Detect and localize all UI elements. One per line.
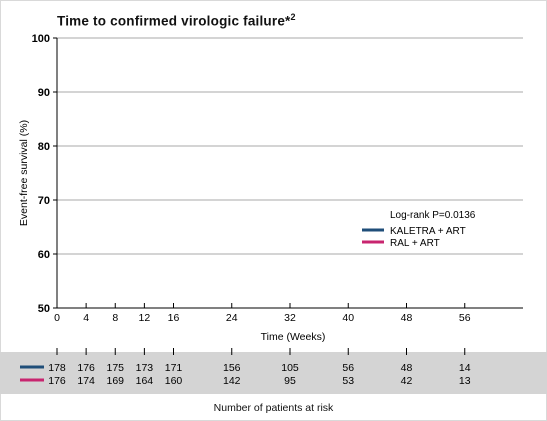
y-tick-label: 100	[32, 33, 50, 45]
at-risk-value: 13	[459, 375, 471, 387]
at-risk-value: 173	[136, 362, 154, 374]
at-risk-value: 48	[401, 362, 413, 374]
at-risk-value: 105	[281, 362, 299, 374]
at-risk-band	[0, 352, 547, 394]
legend-label: RAL + ART	[390, 238, 440, 249]
chart-title: Time to confirmed virologic failure*2	[57, 12, 296, 29]
x-tick-label: 8	[112, 312, 118, 324]
x-tick-label: 12	[139, 312, 151, 324]
chart-title-text: Time to confirmed virologic failure*	[57, 13, 291, 29]
at-risk-value: 160	[165, 375, 183, 387]
at-risk-value: 142	[223, 375, 241, 387]
legend-label: KALETRA + ART	[390, 226, 466, 237]
log-rank-annotation: Log-rank P=0.0136	[390, 210, 476, 221]
at-risk-value: 42	[401, 375, 413, 387]
at-risk-value: 56	[342, 362, 354, 374]
at-risk-value: 176	[77, 362, 95, 374]
x-tick-label: 16	[168, 312, 180, 324]
at-risk-value: 178	[48, 362, 66, 374]
chart-title-superscript: 2	[290, 12, 296, 22]
x-tick-label: 4	[83, 312, 89, 324]
at-risk-value: 95	[284, 375, 296, 387]
at-risk-value: 174	[77, 375, 95, 387]
x-tick-label: 40	[342, 312, 354, 324]
at-risk-value: 175	[106, 362, 124, 374]
y-axis-label: Event-free survival (%)	[18, 120, 30, 226]
x-tick-label: 24	[226, 312, 238, 324]
at-risk-value: 53	[342, 375, 354, 387]
x-tick-label: 0	[54, 312, 60, 324]
x-axis-label: Time (Weeks)	[261, 331, 326, 343]
at-risk-value: 14	[459, 362, 471, 374]
y-tick-label: 80	[38, 141, 50, 153]
at-risk-value: 171	[165, 362, 183, 374]
at-risk-value: 164	[136, 375, 154, 387]
x-tick-label: 56	[459, 312, 471, 324]
y-tick-label: 50	[38, 303, 50, 315]
at-risk-value: 169	[106, 375, 124, 387]
y-tick-label: 60	[38, 249, 50, 261]
x-tick-label: 32	[284, 312, 296, 324]
y-tick-label: 90	[38, 87, 50, 99]
y-tick-label: 70	[38, 195, 50, 207]
at-risk-value: 156	[223, 362, 241, 374]
at-risk-value: 176	[48, 375, 66, 387]
x-tick-label: 48	[401, 312, 413, 324]
at-risk-title: Number of patients at risk	[213, 402, 334, 414]
